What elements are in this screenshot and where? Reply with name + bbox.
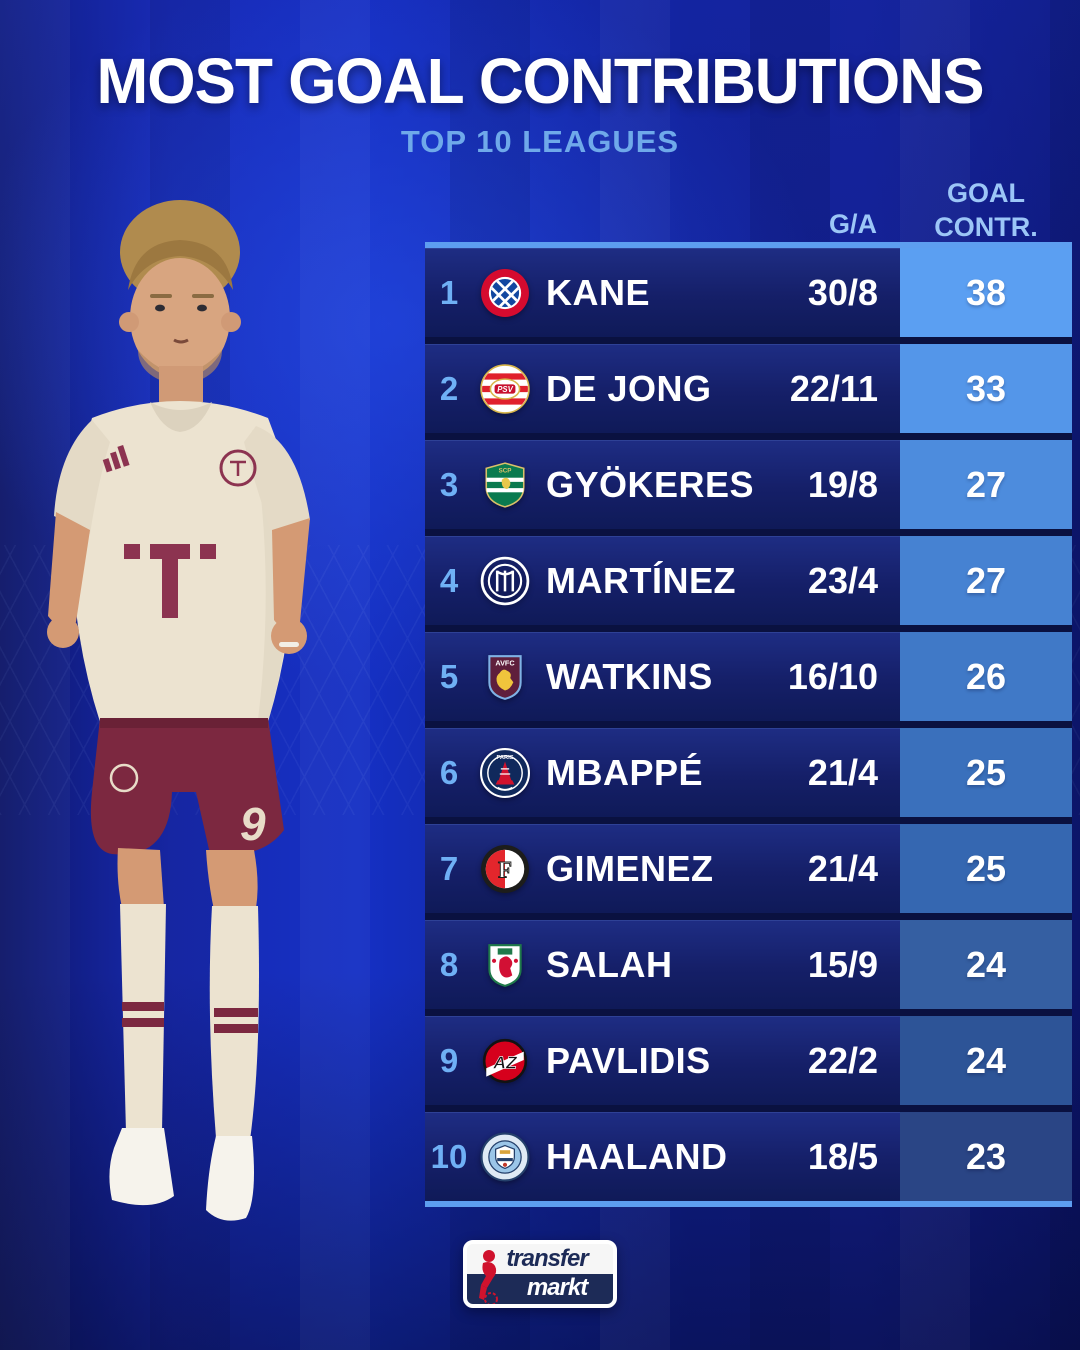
goal-contr-value: 24 xyxy=(900,1016,1072,1105)
ga-value: 18/5 xyxy=(807,1135,878,1177)
row-main: 9 AZ PAVLIDIS 22/2 xyxy=(425,1016,900,1105)
row-main: 8 SALAH 15/9 xyxy=(425,920,900,1009)
goal-contr-value: 27 xyxy=(900,536,1072,625)
logo-player-icon xyxy=(479,1250,498,1304)
table-row: 3 SCP GYÖKERES 19/8 27 xyxy=(425,440,1072,529)
row-main: 3 SCP GYÖKERES 19/8 xyxy=(425,440,900,529)
table-row: 7 F GIMENEZ 21/4 25 xyxy=(425,824,1072,913)
table-row: 9 AZ PAVLIDIS 22/2 24 xyxy=(425,1016,1072,1105)
ring xyxy=(279,642,299,647)
row-main: 2 PSV DE JONG 22/11 xyxy=(425,344,900,433)
row-main: 5 AVFC WATKINS 16/10 xyxy=(425,632,900,721)
goal-contr-value: 25 xyxy=(900,824,1072,913)
player-name: HAALAND xyxy=(546,1135,728,1177)
ga-value: 21/4 xyxy=(807,751,878,793)
rank-number: 9 xyxy=(439,1041,459,1079)
player-name: GYÖKERES xyxy=(546,463,755,505)
rank-number: 5 xyxy=(439,657,459,695)
player-name: SALAH xyxy=(546,943,673,985)
adidas-logo xyxy=(102,444,130,473)
player-name: PAVLIDIS xyxy=(546,1039,711,1081)
goal-contr-value: 25 xyxy=(900,728,1072,817)
player-name: KANE xyxy=(546,271,651,313)
table-row: 4 MARTÍNEZ 23/4 27 xyxy=(425,536,1072,625)
player-name: WATKINS xyxy=(546,655,713,697)
ga-value: 23/4 xyxy=(807,559,878,601)
shorts-number: 9 xyxy=(240,798,266,850)
boot-right xyxy=(206,1136,254,1221)
bayern-crest-outline xyxy=(219,449,257,487)
club-badge-sporting-icon: SCP xyxy=(479,459,531,511)
row-main: 7 F GIMENEZ 21/4 xyxy=(425,824,900,913)
goal-contr-value: 26 xyxy=(900,632,1072,721)
ga-value: 19/8 xyxy=(807,463,878,505)
rank-number: 4 xyxy=(439,561,459,599)
club-badge-inter-icon xyxy=(479,555,531,607)
player-name: GIMENEZ xyxy=(546,847,714,889)
ga-value: 22/2 xyxy=(807,1039,878,1081)
page-subtitle: TOP 10 LEAGUES xyxy=(400,124,680,159)
table-row: 5 AVFC WATKINS 16/10 26 xyxy=(425,632,1072,721)
rank-number: 7 xyxy=(439,849,459,887)
rank-number: 8 xyxy=(439,945,459,983)
ga-value: 15/9 xyxy=(807,943,878,985)
table-row: 6 PARIS MBAPPÉ 21/4 25 xyxy=(425,728,1072,817)
face xyxy=(130,258,230,378)
club-badge-mancity-icon xyxy=(479,1131,531,1183)
svg-text:PSV: PSV xyxy=(497,385,513,394)
svg-text:PARIS: PARIS xyxy=(496,754,513,760)
club-badge-villa-icon: AVFC xyxy=(479,651,531,703)
club-badge-feyenoord-icon: F xyxy=(479,843,531,895)
rank-number: 1 xyxy=(439,273,459,311)
page-title: MOST GOAL CONTRIBUTIONS xyxy=(96,45,984,117)
transfermarkt-logo: transfer markt xyxy=(463,1240,617,1308)
row-main: 1 KANE 30/8 xyxy=(425,248,900,337)
svg-text:AVFC: AVFC xyxy=(495,658,515,667)
row-main: 4 MARTÍNEZ 23/4 xyxy=(425,536,900,625)
player-photo-illustration: 9 xyxy=(47,200,310,1221)
ranking-table: 1 KANE 30/8 38 2 PSV DE JONG 22/11 33 3 SCP GYÖ… xyxy=(425,242,1072,1207)
rank-number: 10 xyxy=(430,1137,468,1175)
ga-value: 21/4 xyxy=(807,847,878,889)
ga-value: 22/11 xyxy=(789,367,878,409)
club-badge-bayern-icon xyxy=(479,267,531,319)
rank-number: 2 xyxy=(439,369,459,407)
player-name: DE JONG xyxy=(546,367,712,409)
ga-value: 16/10 xyxy=(787,655,878,697)
shorts-crest xyxy=(109,763,139,793)
club-badge-psg-icon: PARIS xyxy=(479,747,531,799)
goal-contr-value: 33 xyxy=(900,344,1072,433)
rank-number: 3 xyxy=(439,465,459,503)
table-row: 10 HAALAND 18/5 23 xyxy=(425,1112,1072,1201)
telekom-t-logo xyxy=(124,544,216,618)
table-row: 8 SALAH 15/9 24 xyxy=(425,920,1072,1009)
boot-left xyxy=(109,1128,174,1206)
svg-text:F: F xyxy=(498,857,512,882)
table-row: 1 KANE 30/8 38 xyxy=(425,248,1072,337)
svg-text:SCP: SCP xyxy=(499,467,512,474)
row-main: 10 HAALAND 18/5 xyxy=(425,1112,900,1201)
shirt xyxy=(71,401,295,722)
ga-value: 30/8 xyxy=(807,271,878,313)
table-row: 2 PSV DE JONG 22/11 33 xyxy=(425,344,1072,433)
club-badge-psv-icon: PSV xyxy=(479,363,531,415)
player-name: MARTÍNEZ xyxy=(546,559,736,601)
club-badge-liverpool-icon xyxy=(479,939,531,991)
goal-contr-value: 38 xyxy=(900,248,1072,337)
svg-text:AZ: AZ xyxy=(492,1052,518,1072)
column-header-ga: G/A xyxy=(828,209,877,239)
shorts xyxy=(90,718,284,855)
column-header-goal-contr: GOAL CONTR. xyxy=(934,178,1038,242)
player-name: MBAPPÉ xyxy=(546,751,704,793)
goal-contr-value: 23 xyxy=(900,1112,1072,1201)
rank-number: 6 xyxy=(439,753,459,791)
club-badge-az-icon: AZ xyxy=(479,1035,531,1087)
goal-contr-value: 24 xyxy=(900,920,1072,1009)
goal-contr-value: 27 xyxy=(900,440,1072,529)
row-main: 6 PARIS MBAPPÉ 21/4 xyxy=(425,728,900,817)
hand-thumbs-up xyxy=(271,618,307,654)
